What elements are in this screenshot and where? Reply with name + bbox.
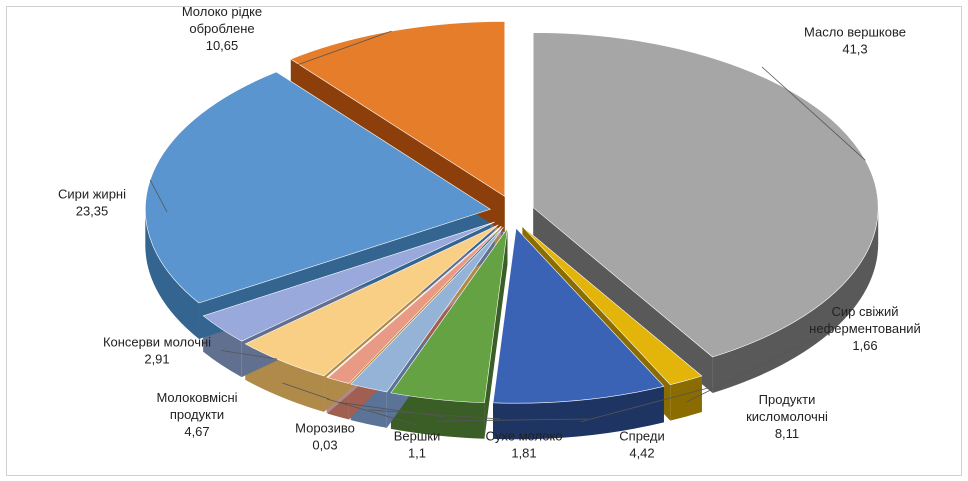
chart-frame: Масло вершкове 41,3 Сир свіжий неферментова…: [6, 6, 962, 476]
pie-slice-8: [202, 221, 495, 342]
pie-slice-4: [350, 226, 504, 393]
label-value-4: 1,81: [511, 446, 536, 461]
leader-line-9: [149, 179, 168, 213]
leader-line-6: [326, 398, 418, 426]
data-label-9: Сири жирні 23,35: [58, 187, 126, 219]
leader-line-4: [368, 409, 501, 420]
data-labels: Масло вершкове 41,3 Сир свіжий неферментова…: [58, 7, 921, 461]
label-value-8: 2,91: [144, 352, 169, 367]
label-name-0-0: Масло вершкове: [804, 25, 906, 40]
label-name-3-0: Спреди: [619, 429, 664, 444]
label-value-7: 4,67: [184, 424, 209, 439]
label-name-1-1: неферментований: [809, 321, 921, 336]
pie-slice-10: [290, 21, 506, 197]
label-value-1: 1,66: [852, 338, 877, 353]
label-value-0: 41,3: [842, 42, 867, 57]
pie-slice-7: [244, 224, 499, 377]
label-name-7-0: Молоковмісні: [156, 390, 237, 405]
slice-tops: [145, 21, 879, 404]
label-name-9-0: Сири жирні: [58, 187, 126, 202]
label-name-10-0: Молоко рідке: [182, 7, 262, 19]
pie-slice-5: [327, 226, 502, 384]
slice-wall-0: [533, 207, 713, 394]
leader-line-3: [437, 418, 588, 422]
pie-slice-6: [326, 226, 502, 378]
label-name-8-0: Консерви молочні: [103, 335, 211, 350]
label-name-5-0: Вершки: [394, 429, 441, 444]
data-label-6: Морозиво 0,03: [295, 421, 355, 453]
data-label-5: Вершки 1,1: [394, 429, 441, 461]
pie-slice-2: [492, 227, 665, 404]
label-value-10: 10,65: [206, 38, 239, 53]
leader-line-5: [338, 401, 446, 418]
label-value-3: 4,42: [629, 446, 654, 461]
pie-slice-1: [522, 226, 703, 385]
leader-line-1: [686, 336, 818, 403]
leader-line-8: [221, 350, 278, 360]
leader-line-10: [296, 30, 392, 66]
slice-wall-3: [484, 228, 508, 439]
label-name-4-0: Сухе молоко: [486, 429, 563, 444]
pie-slice-3: [390, 227, 508, 404]
label-name-2-0: Продукти: [759, 392, 816, 407]
data-label-2: Продукти кисломолочні 8,11: [746, 392, 828, 441]
pie-chart: Масло вершкове 41,3 Сир свіжий неферментова…: [58, 7, 921, 461]
label-name-2-1: кисломолочні: [746, 409, 828, 424]
slice-side-2: [493, 386, 664, 440]
label-value-5: 1,1: [408, 446, 426, 461]
leader-line-0: [761, 66, 866, 161]
label-name-10-1: оброблене: [189, 21, 254, 36]
data-label-4: Сухе молоко 1,81: [486, 429, 563, 461]
data-label-0: Масло вершкове 41,3: [804, 25, 906, 57]
data-label-7: Молоковмісні продукти 4,67: [156, 390, 237, 439]
slice-side-9: [145, 209, 199, 339]
data-label-8: Консерви молочні 2,91: [103, 335, 211, 367]
label-name-6-0: Морозиво: [295, 421, 355, 436]
data-label-10: Молоко рідке оброблене 10,65: [182, 7, 262, 53]
leader-line-2: [580, 386, 713, 423]
label-name-7-1: продукти: [170, 407, 224, 422]
label-name-1-0: Сир свіжий: [831, 304, 898, 319]
data-label-3: Спреди 4,42: [619, 429, 664, 461]
leader-lines: [149, 30, 866, 426]
data-label-1: Сир свіжий неферментований 1,66: [809, 304, 921, 353]
label-value-2: 8,11: [775, 426, 799, 441]
label-value-6: 0,03: [312, 438, 337, 453]
leader-line-7: [282, 382, 330, 400]
label-value-9: 23,35: [76, 204, 109, 219]
slice-side-0: [712, 207, 879, 394]
